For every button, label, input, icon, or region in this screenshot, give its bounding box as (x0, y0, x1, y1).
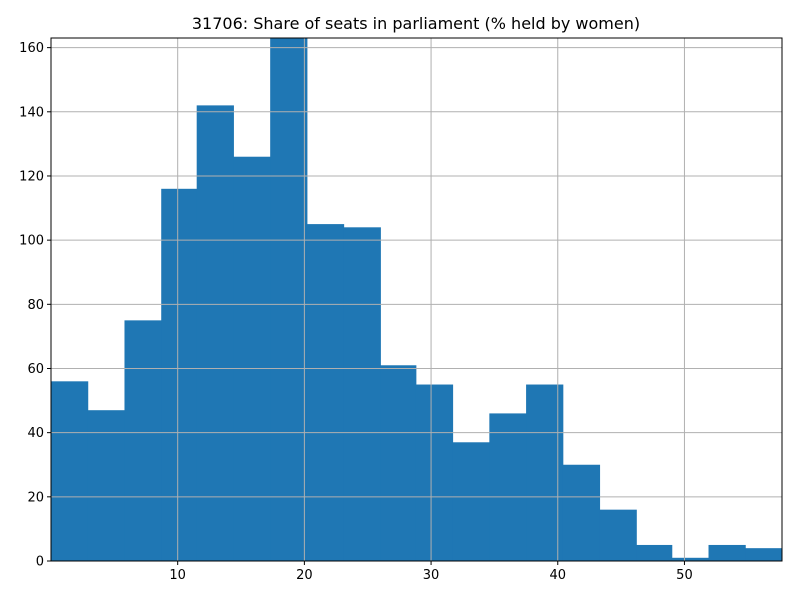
tick-labels: 10 20 30 40 50 0 20 40 60 80 100 120 140 160 (19, 41, 693, 583)
x-tick-label: 20 (296, 568, 313, 583)
histogram-bar (489, 413, 527, 561)
x-tick-label: 50 (676, 568, 693, 583)
histogram-bar (599, 509, 637, 561)
histogram-bar (87, 410, 125, 561)
y-tick-label: 20 (27, 490, 44, 505)
histogram-bar (526, 384, 564, 561)
histogram-bar (636, 544, 673, 561)
histogram-bars (51, 38, 783, 562)
y-tick-label: 160 (19, 41, 44, 56)
histogram-bar (306, 224, 345, 562)
y-tick-label: 120 (19, 169, 44, 184)
axes (50, 37, 783, 562)
y-tick-label: 140 (19, 105, 44, 120)
plot-frame (50, 37, 783, 562)
histogram-bar (708, 544, 746, 561)
y-tick-label: 40 (27, 426, 44, 441)
grid-lines (51, 38, 782, 562)
histogram-bar (124, 320, 162, 561)
x-tick-label: 10 (169, 568, 186, 583)
histogram-bar (562, 464, 601, 561)
histogram-bar (161, 188, 198, 561)
histogram-bar (415, 384, 454, 561)
histogram-bar (51, 381, 89, 561)
histogram-bar (671, 557, 710, 561)
histogram-bar (196, 105, 234, 561)
y-tick-label: 100 (19, 234, 44, 249)
histogram-bar (380, 365, 417, 561)
x-tick-label: 40 (549, 568, 566, 583)
y-tick-label: 0 (36, 555, 44, 570)
chart-title: 31706: Share of seats in parliament (% h… (192, 14, 640, 33)
histogram-bar (452, 442, 490, 561)
histogram-bar (343, 227, 381, 561)
histogram-bar (745, 548, 783, 561)
histogram-bar (270, 38, 308, 561)
histogram-bar (233, 156, 271, 562)
x-tick-label: 30 (423, 568, 440, 583)
y-tick-label: 80 (27, 298, 44, 313)
y-tick-label: 60 (27, 362, 44, 377)
